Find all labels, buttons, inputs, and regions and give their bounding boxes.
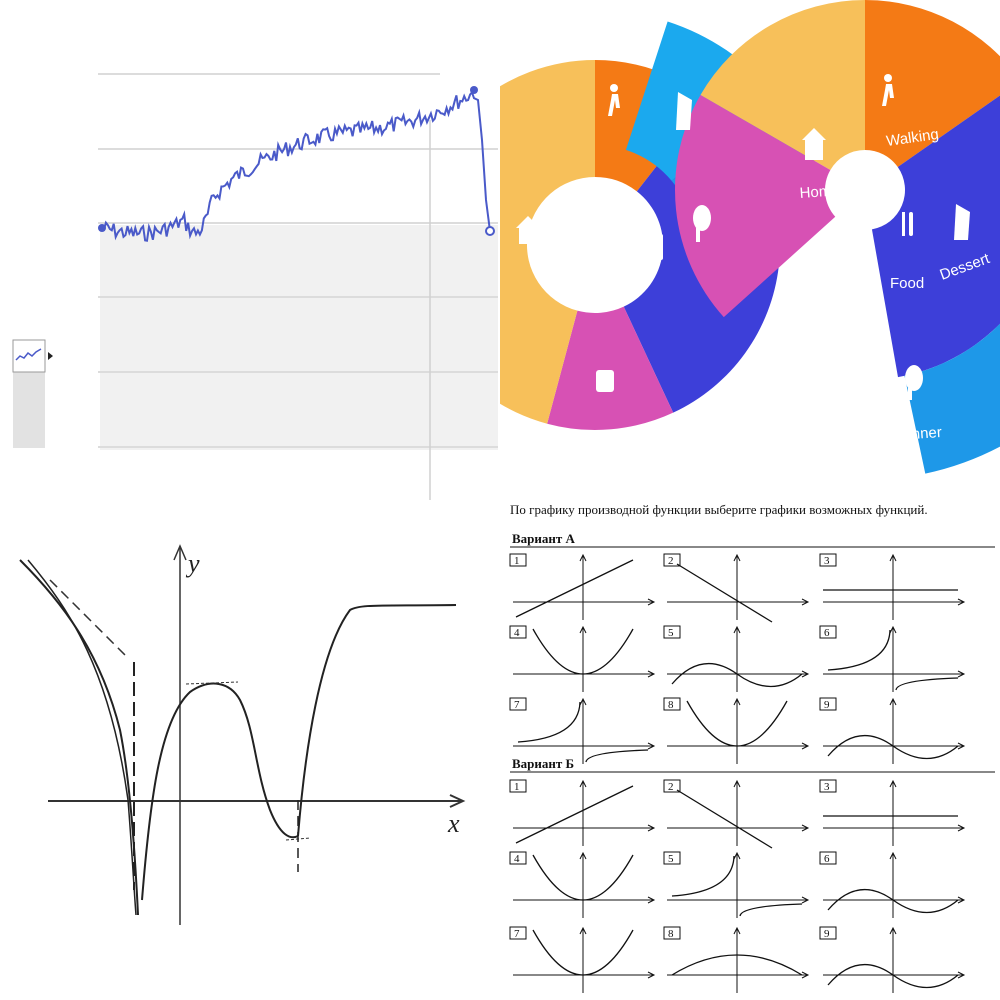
graph-b-3: 3 xyxy=(820,780,964,846)
price-series-line xyxy=(102,92,490,240)
series-start-marker xyxy=(98,224,106,232)
graph-number: 5 xyxy=(668,627,674,639)
derivative-graph-grid: 1 2 3 4 5 6 7 8 9 1 2 3 4 5 6 7 8 9 xyxy=(510,554,964,993)
bus-icon-right xyxy=(840,278,858,300)
graph-a-5: 5 xyxy=(664,626,808,692)
graph-number: 2 xyxy=(668,555,674,567)
donut-charts-panel: Walking Home Food Dessert Transport Dinn… xyxy=(500,0,1000,500)
graph-a-1: 1 xyxy=(510,554,654,620)
line-chart xyxy=(0,0,500,500)
derivative-curve xyxy=(516,560,633,617)
derivative-curve xyxy=(518,702,580,742)
worksheet-title: По графику производной функции выберите … xyxy=(510,502,995,517)
graph-number: 8 xyxy=(668,928,674,940)
dinner-label: Dinner xyxy=(897,424,942,444)
graph-number: 6 xyxy=(824,627,830,639)
worksheet-panel: По графику производной функции выберите … xyxy=(500,500,1000,1000)
derivative-curve xyxy=(896,678,958,690)
derivative-curve xyxy=(586,750,648,762)
graph-b-2: 2 xyxy=(664,780,808,848)
donut-charts: Walking Home Food Dessert Transport Dinn… xyxy=(500,0,1000,500)
play-arrow-icon[interactable] xyxy=(48,352,53,360)
graph-b-9: 9 xyxy=(820,927,964,993)
plot-area-fill xyxy=(100,225,498,450)
graph-number: 7 xyxy=(514,928,520,940)
bus-icon xyxy=(596,370,614,392)
graph-number: 4 xyxy=(514,627,520,639)
worksheet-graphs: Вариант А Вариант Б 1 2 3 4 5 6 7 8 9 1 2 3 4 5 6 7 8 9 xyxy=(500,500,1000,1000)
derivative-curve xyxy=(672,856,734,896)
graph-a-4: 4 xyxy=(510,626,654,692)
graph-a-7: 7 xyxy=(510,698,654,764)
derivative-curve xyxy=(677,790,772,848)
derivative-curve xyxy=(740,904,802,916)
variant-a-heading: Вариант А xyxy=(512,531,576,546)
middle-curve xyxy=(142,684,298,900)
graph-a-3: 3 xyxy=(820,554,964,620)
graph-a-6: 6 xyxy=(820,626,964,692)
graph-a-9: 9 xyxy=(820,698,964,764)
function-graph: y x xyxy=(0,500,500,1000)
x-axis-label: x xyxy=(447,809,460,838)
asymptote-dashed-diagonal xyxy=(50,580,128,658)
graph-number: 7 xyxy=(514,699,520,711)
graph-number: 9 xyxy=(824,928,830,940)
home-label: Home xyxy=(799,182,840,202)
graph-number: 5 xyxy=(668,853,674,865)
series-end-marker xyxy=(486,227,494,235)
graph-b-8: 8 xyxy=(664,927,808,993)
graph-b-4: 4 xyxy=(510,852,654,918)
left-branch-curve-inner xyxy=(28,560,136,915)
graph-b-7: 7 xyxy=(510,927,654,993)
variant-b-heading: Вариант Б xyxy=(512,756,574,771)
transport-label: Transport xyxy=(824,325,890,349)
graph-b-1: 1 xyxy=(510,780,654,846)
graph-a-2: 2 xyxy=(664,554,808,622)
navigator-thumbnail[interactable] xyxy=(13,340,45,372)
line-chart-panel xyxy=(0,0,500,500)
y-axis-label: y xyxy=(185,549,200,578)
derivative-curve xyxy=(516,786,633,843)
derivative-curve xyxy=(677,564,772,622)
graph-b-6: 6 xyxy=(820,852,964,918)
graph-number: 8 xyxy=(668,699,674,711)
graph-number: 6 xyxy=(824,853,830,865)
left-branch-curve xyxy=(20,560,138,915)
graph-number: 1 xyxy=(514,781,520,793)
food-label: Food xyxy=(890,275,924,292)
graph-b-5: 5 xyxy=(664,852,808,918)
derivative-curve xyxy=(828,630,890,670)
graph-number: 3 xyxy=(824,555,830,567)
graph-number: 3 xyxy=(824,781,830,793)
donut-right xyxy=(675,0,1000,474)
graph-a-8: 8 xyxy=(664,698,808,764)
graph-number: 2 xyxy=(668,781,674,793)
function-graph-panel: y x xyxy=(0,500,500,1000)
graph-number: 9 xyxy=(824,699,830,711)
fork-knife-icon xyxy=(652,234,663,260)
series-peak-marker xyxy=(470,86,478,94)
graph-number: 1 xyxy=(514,555,520,567)
graph-number: 4 xyxy=(514,853,520,865)
